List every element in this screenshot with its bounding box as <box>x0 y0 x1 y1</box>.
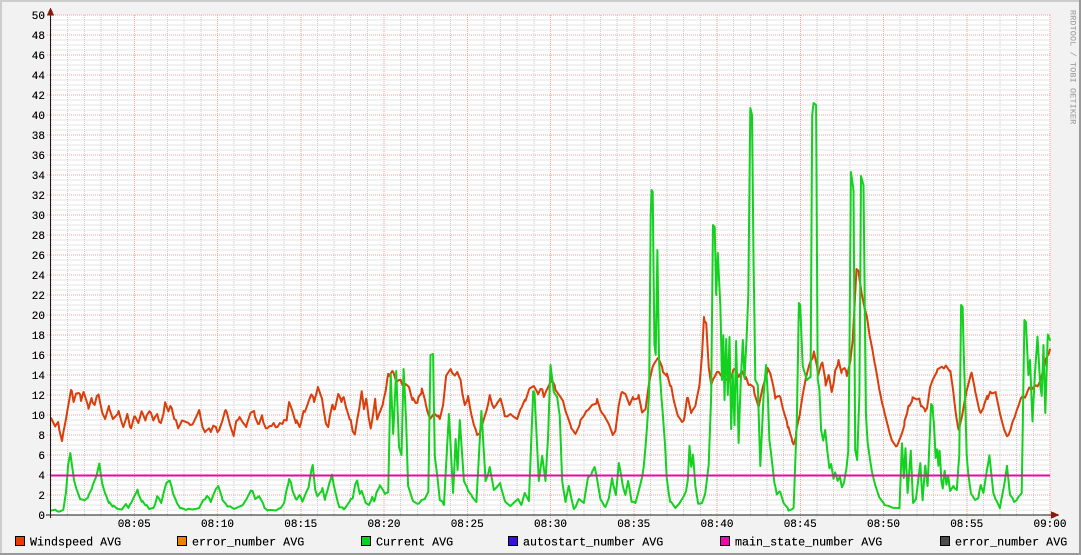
svg-text:0: 0 <box>38 511 45 523</box>
svg-text:44: 44 <box>32 71 46 83</box>
svg-text:08:15: 08:15 <box>284 519 317 531</box>
svg-text:09:00: 09:00 <box>1033 519 1066 531</box>
svg-text:16: 16 <box>32 351 45 363</box>
svg-text:48: 48 <box>32 31 45 43</box>
svg-text:Windspeed AVG: Windspeed AVG <box>30 536 121 550</box>
svg-text:08:55: 08:55 <box>950 519 983 531</box>
svg-text:22: 22 <box>32 291 45 303</box>
svg-text:26: 26 <box>32 251 45 263</box>
svg-text:08:25: 08:25 <box>451 519 484 531</box>
svg-text:08:10: 08:10 <box>201 519 234 531</box>
svg-text:36: 36 <box>32 151 45 163</box>
svg-text:08:30: 08:30 <box>534 519 567 531</box>
svg-text:4: 4 <box>38 471 45 483</box>
svg-text:Current AVG: Current AVG <box>376 536 453 550</box>
svg-text:08:40: 08:40 <box>700 519 733 531</box>
svg-text:error_number AVG: error_number AVG <box>192 536 304 550</box>
svg-text:34: 34 <box>32 171 46 183</box>
svg-text:12: 12 <box>32 391 45 403</box>
svg-text:08:35: 08:35 <box>617 519 650 531</box>
svg-text:error_number AVG: error_number AVG <box>955 536 1067 550</box>
svg-text:50: 50 <box>32 11 45 23</box>
svg-text:08:50: 08:50 <box>867 519 900 531</box>
svg-text:10: 10 <box>32 411 45 423</box>
svg-text:14: 14 <box>32 371 46 383</box>
svg-text:46: 46 <box>32 51 45 63</box>
svg-text:8: 8 <box>38 431 45 443</box>
svg-text:20: 20 <box>32 311 45 323</box>
svg-text:6: 6 <box>38 451 45 463</box>
svg-text:30: 30 <box>32 211 45 223</box>
svg-text:32: 32 <box>32 191 45 203</box>
svg-text:40: 40 <box>32 111 45 123</box>
svg-text:38: 38 <box>32 131 45 143</box>
svg-text:08:45: 08:45 <box>784 519 817 531</box>
svg-text:24: 24 <box>32 271 46 283</box>
svg-text:autostart_number AVG: autostart_number AVG <box>523 536 663 550</box>
svg-text:2: 2 <box>38 491 45 503</box>
svg-text:42: 42 <box>32 91 45 103</box>
svg-text:28: 28 <box>32 231 45 243</box>
svg-text:08:20: 08:20 <box>367 519 400 531</box>
svg-text:RRDTOOL / TOBI OETIKER: RRDTOOL / TOBI OETIKER <box>1068 10 1078 124</box>
svg-text:main_state_number AVG: main_state_number AVG <box>735 536 882 550</box>
svg-text:08:05: 08:05 <box>118 519 151 531</box>
svg-text:18: 18 <box>32 331 45 343</box>
